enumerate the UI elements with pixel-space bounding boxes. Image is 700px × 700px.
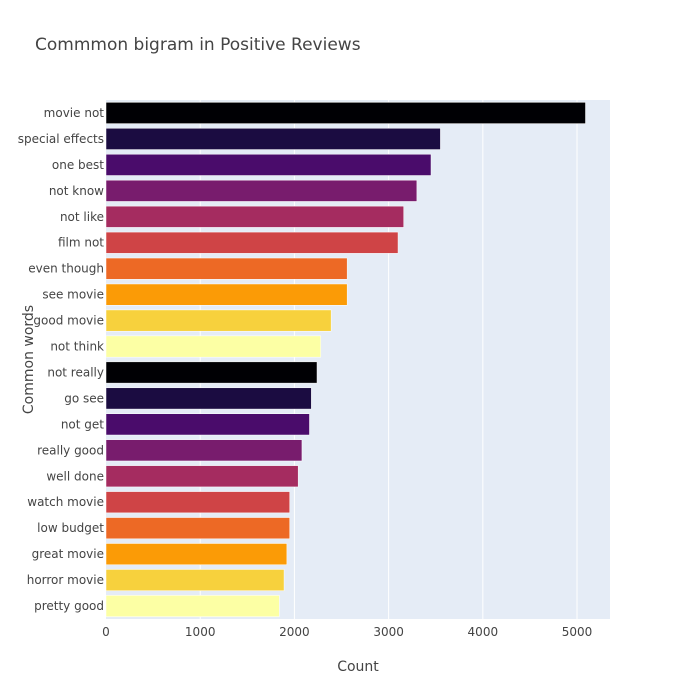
bar-horror-movie[interactable]: [105, 569, 285, 591]
bar-not-like[interactable]: [105, 205, 404, 228]
x-tick-labels: 0 1000 2000 3000 4000 5000: [102, 625, 592, 639]
y-tick-label: not think: [50, 340, 104, 354]
plot-area: [106, 100, 610, 619]
y-tick-label: see movie: [42, 288, 104, 302]
y-tick-label: great movie: [32, 547, 104, 561]
chart-title: Commmon bigram in Positive Reviews: [35, 35, 361, 55]
y-tick-label: not really: [47, 365, 104, 379]
x-tick-label: 1000: [185, 625, 216, 639]
bars: [105, 102, 586, 617]
y-tick-label: really good: [37, 443, 104, 457]
y-tick-label: well done: [46, 469, 104, 483]
bar-one-best[interactable]: [105, 153, 432, 176]
y-tick-label: go see: [64, 391, 104, 405]
y-tick-label: low budget: [37, 521, 104, 535]
bar-see-movie[interactable]: [105, 283, 348, 306]
x-axis-title: Count: [337, 659, 379, 675]
bar-pretty-good[interactable]: [105, 595, 280, 617]
bar-not-know[interactable]: [105, 179, 418, 202]
bar-not-think[interactable]: [105, 335, 322, 358]
x-tick-label: 5000: [562, 625, 593, 639]
bar-low-budget[interactable]: [105, 517, 290, 540]
y-tick-label: one best: [52, 158, 104, 172]
y-tick-label: horror movie: [27, 573, 104, 587]
x-tick-label: 2000: [279, 625, 310, 639]
bar-not-get[interactable]: [105, 413, 310, 436]
bar-go-see[interactable]: [105, 387, 312, 410]
y-tick-label: pretty good: [34, 599, 104, 613]
y-tick-label: not know: [49, 184, 104, 198]
y-tick-label: even though: [28, 262, 104, 276]
bar-film-not[interactable]: [105, 231, 399, 254]
bar-watch-movie[interactable]: [105, 491, 290, 514]
y-axis-title: Common words: [21, 305, 37, 414]
y-tick-label: good movie: [33, 314, 104, 328]
y-tick-label: special effects: [18, 132, 104, 146]
y-tick-label: not get: [61, 417, 104, 431]
y-tick-label: not like: [60, 210, 104, 224]
x-tick-label: 3000: [373, 625, 404, 639]
bar-special-effects[interactable]: [105, 128, 441, 150]
y-tick-labels: movie not special effects one best not know…: [18, 106, 105, 613]
x-tick-label: 0: [102, 625, 110, 639]
bar-movie-not[interactable]: [105, 102, 586, 124]
x-tick-label: 4000: [468, 625, 499, 639]
bar-good-movie[interactable]: [105, 309, 332, 332]
bar-great-movie[interactable]: [105, 543, 288, 566]
bar-really-good[interactable]: [105, 439, 303, 462]
bar-not-really[interactable]: [105, 361, 318, 384]
y-tick-label: watch movie: [27, 495, 104, 509]
y-tick-label: movie not: [44, 106, 105, 120]
bar-well-done[interactable]: [105, 465, 299, 488]
bar-even-though[interactable]: [105, 257, 348, 280]
y-tick-label: film not: [58, 236, 104, 250]
